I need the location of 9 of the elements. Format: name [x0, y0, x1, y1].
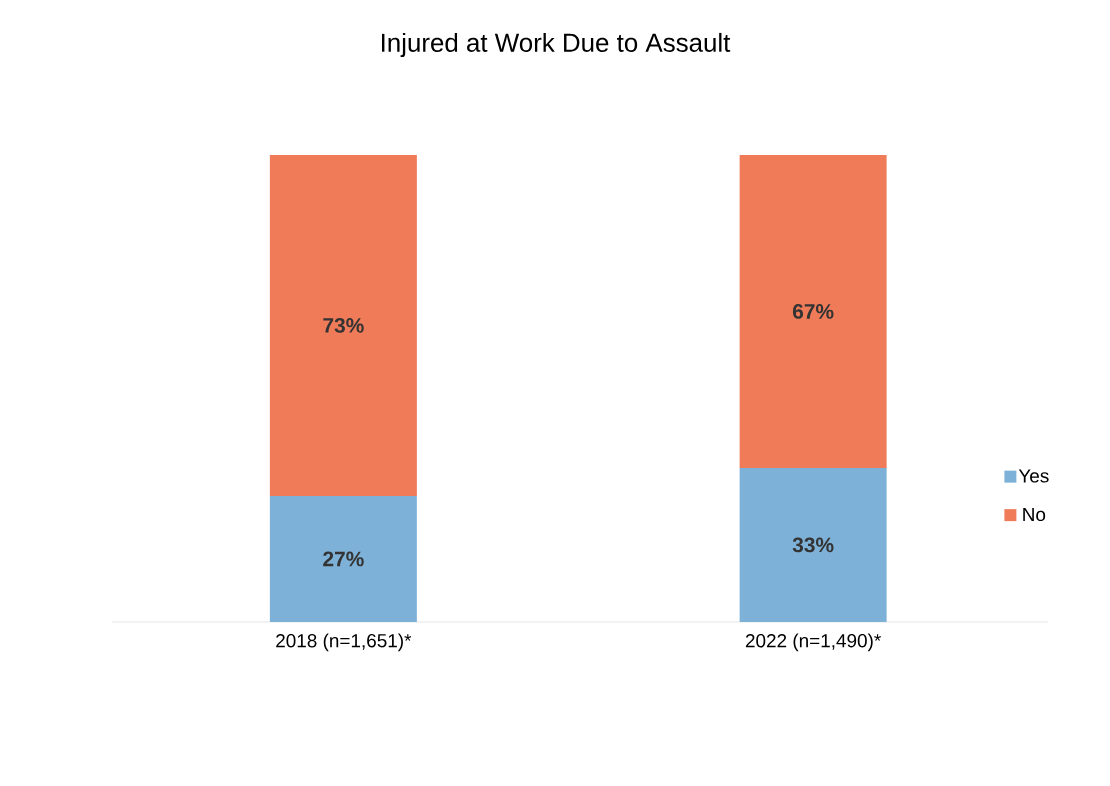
data-label: 67% — [792, 304, 834, 319]
data-label: 27% — [323, 551, 364, 567]
chart-title: Injured at Work Due to Assault — [381, 32, 731, 58]
x-tick-label: 2018 (n=1,651)* — [276, 633, 412, 652]
legend-label: No — [1023, 507, 1046, 522]
legend-label: Yes — [1018, 469, 1049, 483]
data-label: 33% — [792, 537, 834, 553]
data-label: 73% — [323, 318, 364, 333]
x-tick-label: 2022 (n=1,490)* — [745, 633, 881, 652]
